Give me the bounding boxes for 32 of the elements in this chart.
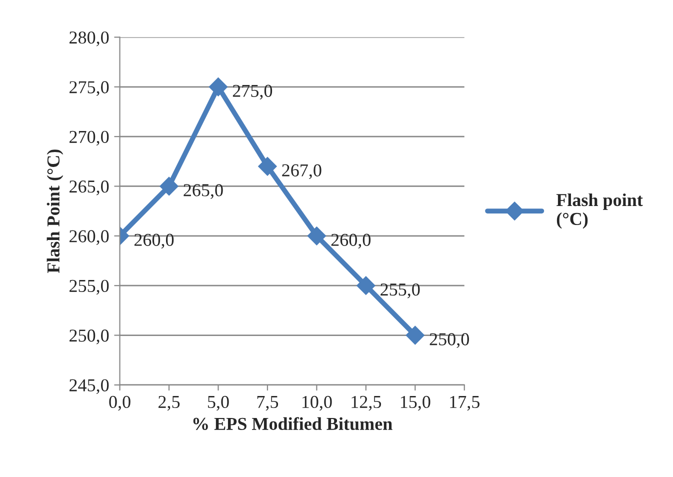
x-tick-label: 2,5: [158, 396, 180, 411]
data-label: 260,0: [331, 234, 371, 249]
y-tick-label: 255,0: [70, 280, 109, 295]
point: [160, 176, 178, 196]
data-label: 255,0: [380, 283, 420, 298]
y-tick-label: 275,0: [70, 81, 109, 96]
data-label: 267,0: [282, 164, 322, 180]
y-tick-label: 265,0: [70, 180, 109, 196]
point: [307, 226, 326, 246]
data-label: 260,0: [134, 234, 174, 249]
y-tick-label: 280,0: [70, 31, 109, 46]
x-tick-label: 7,5: [257, 396, 278, 411]
data-label: 250,0: [430, 333, 469, 348]
point: [356, 276, 376, 295]
x-tick-label: 15,0: [400, 396, 430, 411]
x-tick-label: 10,0: [302, 396, 332, 411]
x-tick-label: 12,5: [352, 396, 382, 411]
point: [406, 326, 425, 345]
x-axis-title: % EPS Modified Bitumen: [193, 417, 392, 430]
legend-label: Flash point (°C): [556, 193, 643, 229]
y-tick-label: 250,0: [70, 330, 109, 344]
x-tick-label: 5,0: [208, 396, 229, 411]
y-tick-label: 245,0: [70, 379, 109, 394]
y-tick-label: 260,0: [70, 230, 109, 245]
y-tick-label: 270,0: [70, 130, 109, 146]
point: [258, 157, 277, 176]
x-tick-label: 17,5: [450, 396, 480, 411]
data-label: 265,0: [184, 184, 223, 199]
point: [208, 78, 228, 96]
data-label: 275,0: [232, 84, 272, 100]
y-axis-title: Flash Point (°C): [46, 150, 64, 274]
x-tick-label: 0,0: [109, 396, 130, 411]
